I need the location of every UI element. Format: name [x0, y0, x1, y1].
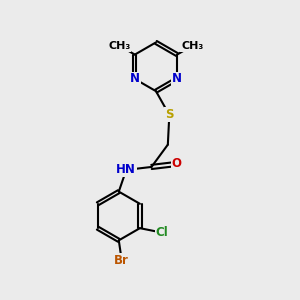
Text: S: S — [165, 108, 174, 122]
Text: N: N — [130, 73, 140, 85]
Text: Cl: Cl — [156, 226, 169, 239]
Text: CH₃: CH₃ — [182, 41, 204, 51]
Text: O: O — [172, 158, 182, 170]
Text: Br: Br — [114, 254, 129, 267]
Text: N: N — [172, 73, 182, 85]
Text: HN: HN — [116, 164, 136, 176]
Text: CH₃: CH₃ — [108, 41, 130, 51]
